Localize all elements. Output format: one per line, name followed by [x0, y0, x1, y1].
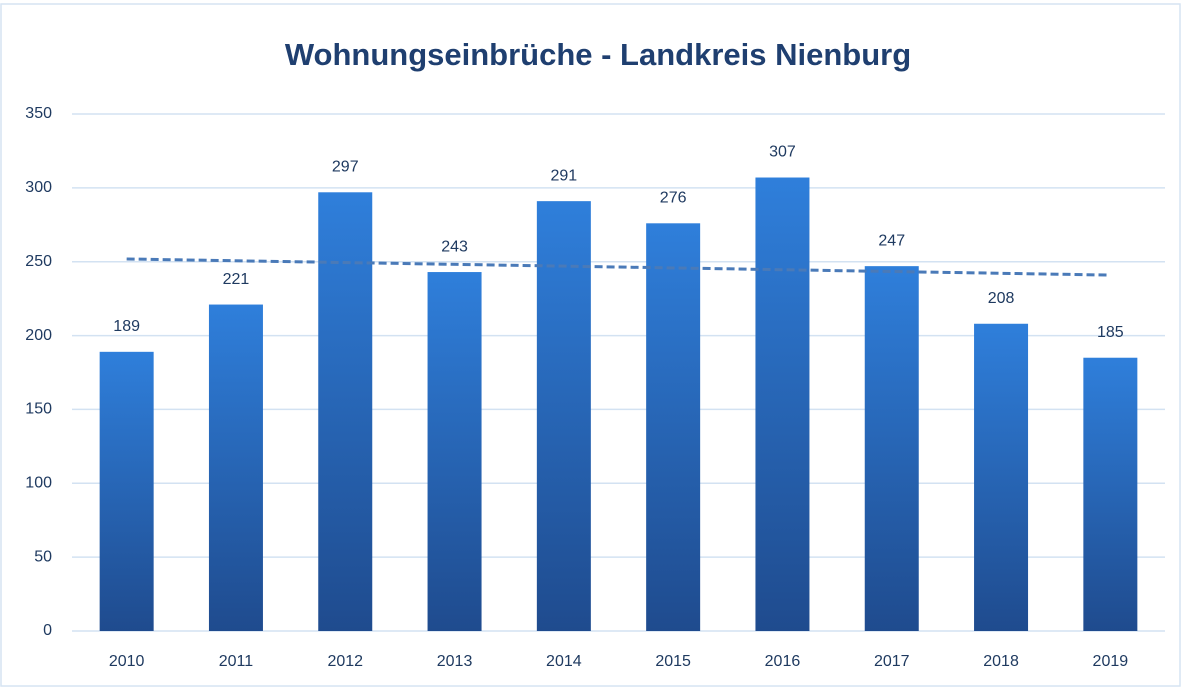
y-tick-label: 300	[25, 179, 52, 196]
value-label: 208	[988, 290, 1015, 307]
x-tick-label: 2017	[874, 653, 910, 670]
bar	[536, 201, 591, 631]
x-tick-label: 2013	[437, 653, 473, 670]
bar	[318, 192, 373, 631]
y-tick-label: 100	[25, 475, 52, 492]
value-label: 276	[660, 190, 687, 207]
value-label: 221	[223, 271, 250, 288]
x-tick-label: 2010	[109, 653, 145, 670]
x-tick-label: 2014	[546, 653, 582, 670]
value-label: 297	[332, 159, 359, 176]
value-label: 247	[878, 232, 905, 249]
y-tick-label: 200	[25, 327, 52, 344]
bar	[427, 272, 482, 631]
x-tick-label: 2018	[983, 653, 1019, 670]
bar	[99, 351, 154, 631]
y-tick-label: 0	[43, 622, 52, 639]
y-tick-label: 350	[25, 105, 52, 122]
bar	[755, 177, 810, 631]
bar	[1083, 357, 1138, 631]
value-label: 243	[441, 238, 468, 255]
y-tick-label: 150	[25, 401, 52, 418]
x-tick-label: 2011	[219, 653, 254, 670]
value-label: 189	[113, 318, 140, 335]
value-label: 291	[550, 167, 577, 184]
value-label: 185	[1097, 324, 1124, 341]
trendline	[126, 257, 1111, 277]
bar	[208, 304, 263, 631]
chart-title: Wohnungseinbrüche - Landkreis Nienburg	[285, 37, 911, 72]
x-tick-label: 2016	[765, 653, 801, 670]
bar	[864, 266, 919, 631]
value-label: 307	[769, 144, 796, 161]
y-tick-label: 250	[25, 253, 52, 270]
x-tick-label: 2012	[327, 653, 363, 670]
x-tick-label: 2015	[655, 653, 691, 670]
bar	[974, 323, 1029, 631]
x-tick-label: 2019	[1093, 653, 1129, 670]
y-tick-label: 50	[34, 548, 52, 565]
bar	[646, 223, 701, 631]
